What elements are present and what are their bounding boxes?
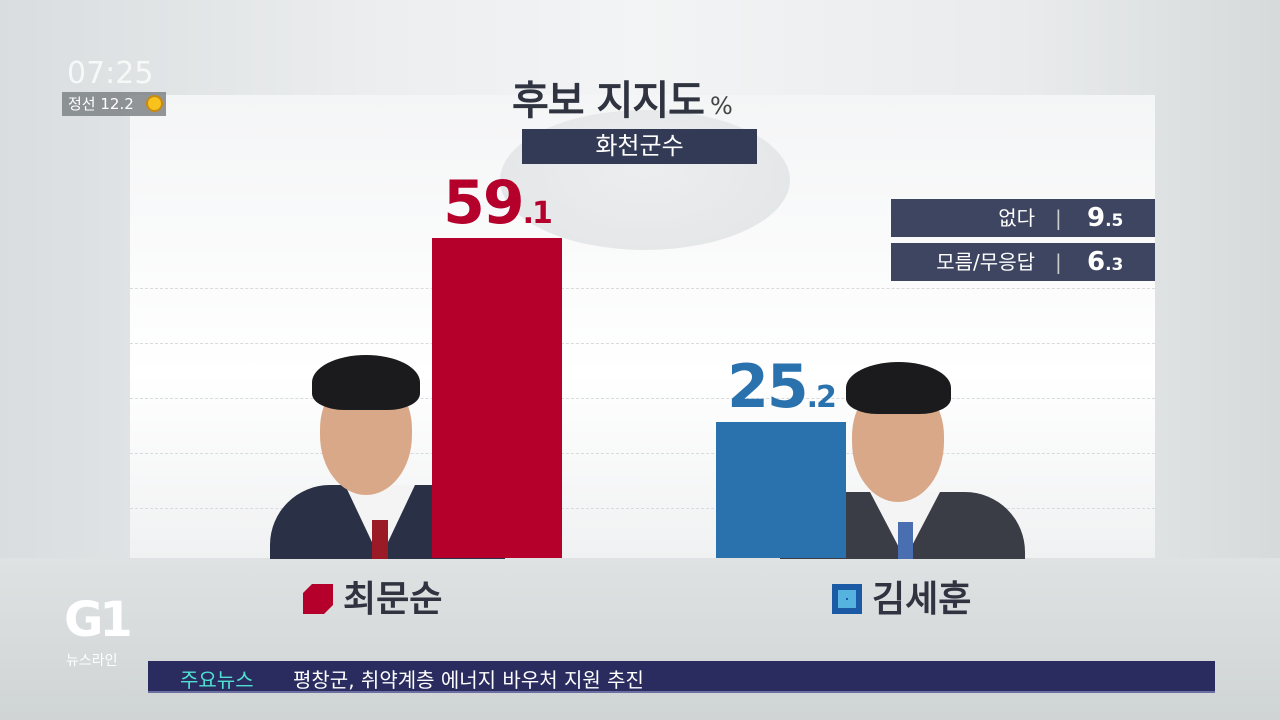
- bar-1: [432, 238, 562, 558]
- title-text: 후보 지지도: [512, 78, 705, 124]
- unit-label: %: [709, 92, 733, 120]
- ticker-label: 주요뉴스: [180, 668, 254, 692]
- clock: 07:25: [67, 56, 154, 91]
- gridline: [130, 288, 1155, 289]
- party-icon-blue: [832, 584, 862, 614]
- option-label: 없다: [998, 206, 1035, 230]
- ticker-headline: 평창군, 취약계층 에너지 바우처 지원 추진: [293, 668, 644, 692]
- program-name: 뉴스라인: [66, 653, 118, 669]
- option-value: 9.5: [1087, 203, 1124, 233]
- candidate-name-2: 김세훈: [832, 570, 971, 622]
- bar-2: [716, 421, 846, 558]
- floor: [0, 558, 1280, 720]
- chart-title: 후보 지지도%: [512, 68, 733, 126]
- option-none: 없다 | 9.5: [891, 199, 1155, 237]
- g1-logo: G1: [64, 592, 133, 648]
- news-ticker: 주요뉴스 평창군, 취약계층 에너지 바우처 지원 추진: [148, 661, 1215, 693]
- chart-subtitle: 화천군수: [522, 129, 757, 164]
- gridline: [130, 398, 1155, 399]
- option-value: 6.3: [1087, 247, 1124, 277]
- candidate-name-1: 최문순: [303, 570, 442, 622]
- sun-icon: [148, 97, 161, 110]
- party-icon-red: [303, 584, 333, 614]
- weather-badge: 정선 12.2: [62, 92, 166, 116]
- gridline: [130, 343, 1155, 344]
- option-label: 모름/무응답: [936, 250, 1035, 274]
- option-unknown: 모름/무응답 | 6.3: [891, 243, 1155, 281]
- bar-value-label: 59.1: [443, 168, 553, 239]
- gridline: [130, 453, 1155, 454]
- bar-value-label: 25.2: [727, 351, 837, 422]
- gridline: [130, 508, 1155, 509]
